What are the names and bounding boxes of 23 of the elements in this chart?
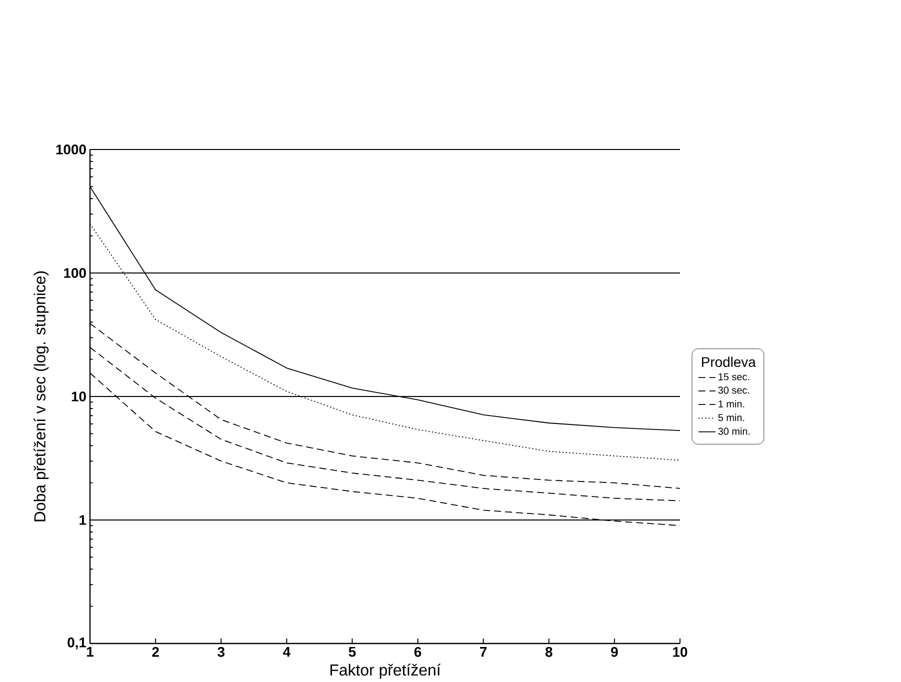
x-tick-label: 8: [545, 646, 552, 657]
x-tick-label: 1: [87, 646, 94, 657]
x-tick-label: 2: [152, 646, 159, 657]
y-tick-label: 0,1: [68, 637, 86, 650]
legend-label: 15 sec.: [718, 373, 750, 380]
y-tick-label: 100: [64, 268, 86, 278]
legend-label: 5 min.: [718, 414, 744, 422]
legend-label: 30 min.: [718, 427, 750, 435]
x-tick-label: 4: [283, 646, 290, 657]
y-tick-label: 10: [72, 391, 86, 402]
x-tick-label: 6: [414, 646, 422, 657]
y-tick-label: 1: [80, 515, 86, 525]
x-tick-label: 9: [611, 646, 618, 657]
legend-label: 30 sec.: [718, 386, 750, 394]
legend-title: Prodleva: [702, 356, 756, 367]
y-axis-title: Doba přetížení v sec (log. stupnice): [34, 271, 49, 522]
legend-label: 1 min.: [718, 400, 744, 408]
x-tick-label: 3: [218, 646, 224, 657]
x-tick-label: 10: [673, 646, 688, 657]
x-tick-label: 5: [348, 646, 356, 657]
y-tick-label: 1000: [56, 144, 86, 154]
x-axis-title: Faktor přetížení: [330, 664, 441, 679]
x-tick-label: 7: [480, 646, 487, 657]
